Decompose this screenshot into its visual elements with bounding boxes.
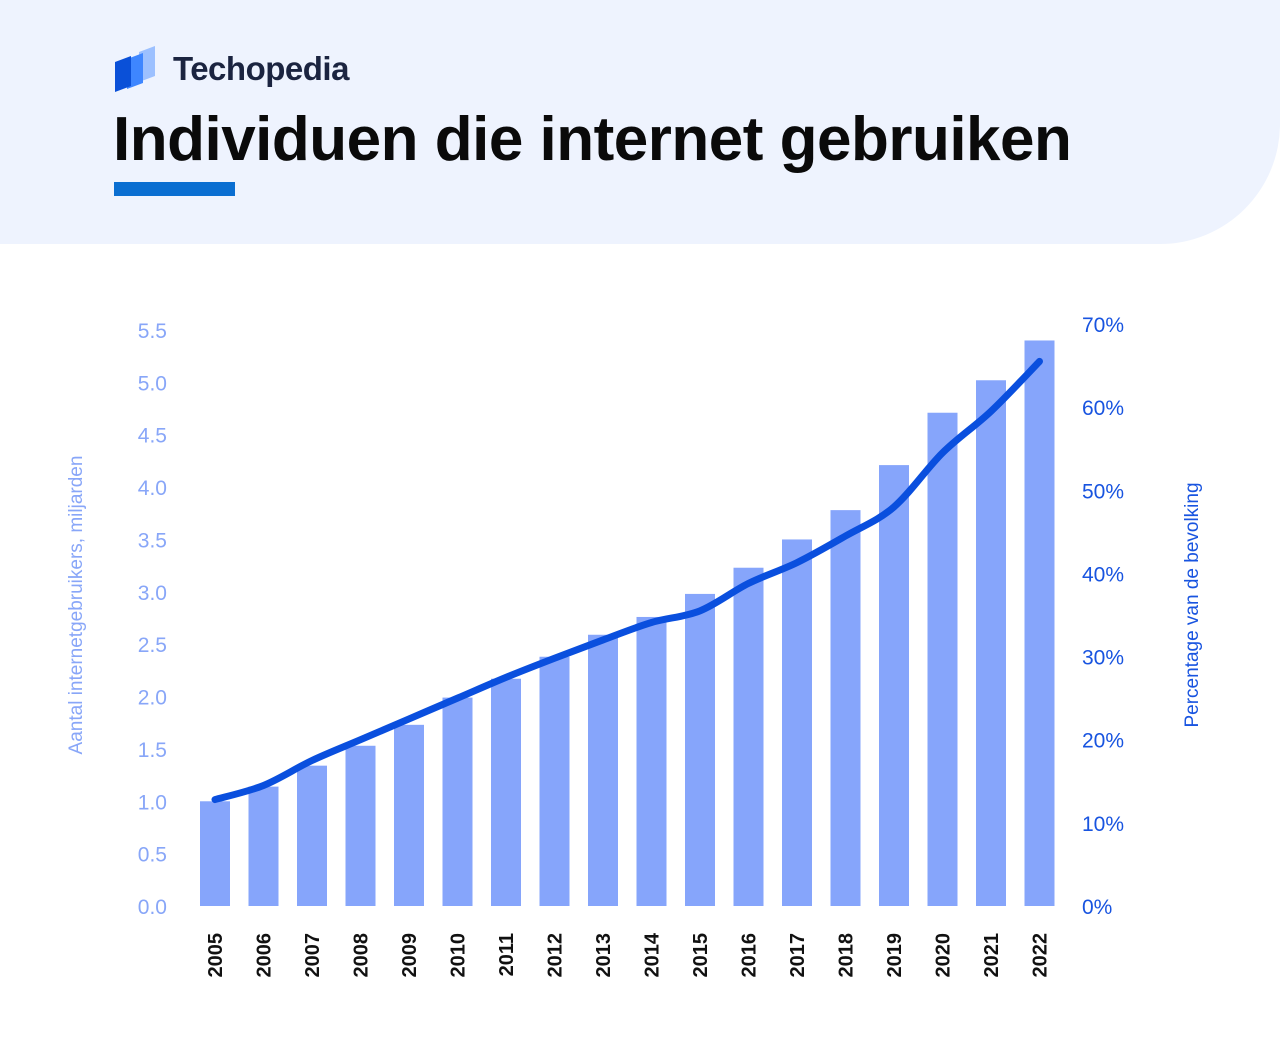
brand-name: Techopedia bbox=[173, 50, 349, 87]
y-axis-label-left: Aantal internetgebruikers, miljarden bbox=[66, 456, 87, 755]
bar bbox=[879, 465, 909, 906]
x-tick-label: 2006 bbox=[254, 933, 276, 978]
bar bbox=[685, 593, 715, 906]
stacked-pages-logo-icon bbox=[115, 46, 155, 92]
y-tick-label-right: 70% bbox=[1082, 314, 1124, 337]
bar bbox=[782, 539, 812, 906]
x-tick-label: 2005 bbox=[205, 933, 227, 978]
x-tick-label: 2013 bbox=[593, 933, 615, 978]
bar bbox=[248, 786, 279, 906]
x-tick-label: 2020 bbox=[933, 933, 955, 978]
bar bbox=[491, 678, 521, 906]
right-axis-ticks: 0% 10% 20% 30% 40% 50% 60% 70% bbox=[1082, 314, 1124, 919]
y-tick-label-right: 40% bbox=[1082, 563, 1124, 586]
title-underline bbox=[114, 182, 235, 196]
brand: Techopedia bbox=[113, 46, 349, 92]
x-tick-label: 2014 bbox=[642, 932, 664, 977]
bar-series bbox=[200, 340, 1055, 906]
x-tick-label: 2016 bbox=[739, 933, 761, 978]
line-series bbox=[211, 357, 1043, 804]
y-tick-label-right: 0% bbox=[1082, 896, 1112, 919]
bar bbox=[442, 697, 473, 906]
x-tick-label: 2011 bbox=[496, 933, 518, 976]
x-axis-ticks: 2005 2006 2007 2008 2009 2010 2011 2012 2013 2014… bbox=[205, 932, 1052, 977]
bar bbox=[394, 724, 424, 906]
y-tick-label-left: 4.0 bbox=[138, 477, 167, 500]
y-axis-label-right: Percentage van de bevolking bbox=[1182, 482, 1203, 727]
left-axis-ticks: 0.0 0.5 1.0 1.5 2.0 2.5 3.0 3.5 4.0 4.5 5.0 5.5 bbox=[138, 320, 167, 919]
bar bbox=[636, 616, 667, 906]
bar bbox=[200, 801, 230, 906]
y-tick-label-right: 10% bbox=[1082, 813, 1124, 836]
y-tick-label-left: 3.0 bbox=[138, 582, 167, 605]
header-band bbox=[0, 0, 1280, 244]
x-tick-label: 2019 bbox=[884, 933, 906, 978]
bar bbox=[733, 567, 764, 906]
x-tick-label: 2008 bbox=[351, 933, 373, 978]
bar bbox=[588, 634, 618, 906]
y-tick-label-right: 60% bbox=[1082, 397, 1124, 420]
bar bbox=[1024, 340, 1055, 906]
bar bbox=[927, 412, 958, 906]
x-tick-label: 2012 bbox=[545, 933, 567, 978]
y-tick-label-left: 4.5 bbox=[138, 425, 167, 448]
x-tick-label: 2022 bbox=[1030, 933, 1052, 978]
bar bbox=[539, 656, 570, 906]
y-tick-label-left: 2.5 bbox=[138, 634, 167, 657]
y-tick-label-right: 30% bbox=[1082, 647, 1124, 670]
x-tick-label: 2007 bbox=[302, 933, 324, 978]
y-tick-label-left: 3.5 bbox=[138, 529, 167, 552]
bar bbox=[297, 765, 327, 906]
x-tick-label: 2009 bbox=[399, 933, 421, 978]
x-tick-label: 2018 bbox=[836, 933, 858, 978]
y-tick-label-left: 0.0 bbox=[138, 896, 167, 919]
y-tick-label-left: 1.5 bbox=[138, 739, 167, 762]
y-tick-label-left: 0.5 bbox=[138, 844, 167, 867]
bar bbox=[345, 745, 376, 906]
y-tick-label-left: 5.0 bbox=[138, 372, 167, 395]
y-tick-label-left: 1.0 bbox=[138, 791, 167, 814]
y-tick-label-left: 2.0 bbox=[138, 687, 167, 710]
x-tick-label: 2017 bbox=[787, 933, 809, 978]
y-tick-label-left: 5.5 bbox=[138, 320, 167, 343]
x-tick-label: 2021 bbox=[981, 933, 1003, 978]
y-tick-label-right: 20% bbox=[1082, 730, 1124, 753]
page-title: Individuen die internet gebruiken bbox=[113, 105, 1072, 174]
bar bbox=[976, 380, 1006, 906]
x-tick-label: 2015 bbox=[690, 933, 712, 978]
x-tick-label: 2010 bbox=[448, 933, 470, 978]
line-series-layer bbox=[211, 357, 1043, 804]
y-tick-label-right: 50% bbox=[1082, 480, 1124, 503]
bar bbox=[830, 510, 861, 906]
